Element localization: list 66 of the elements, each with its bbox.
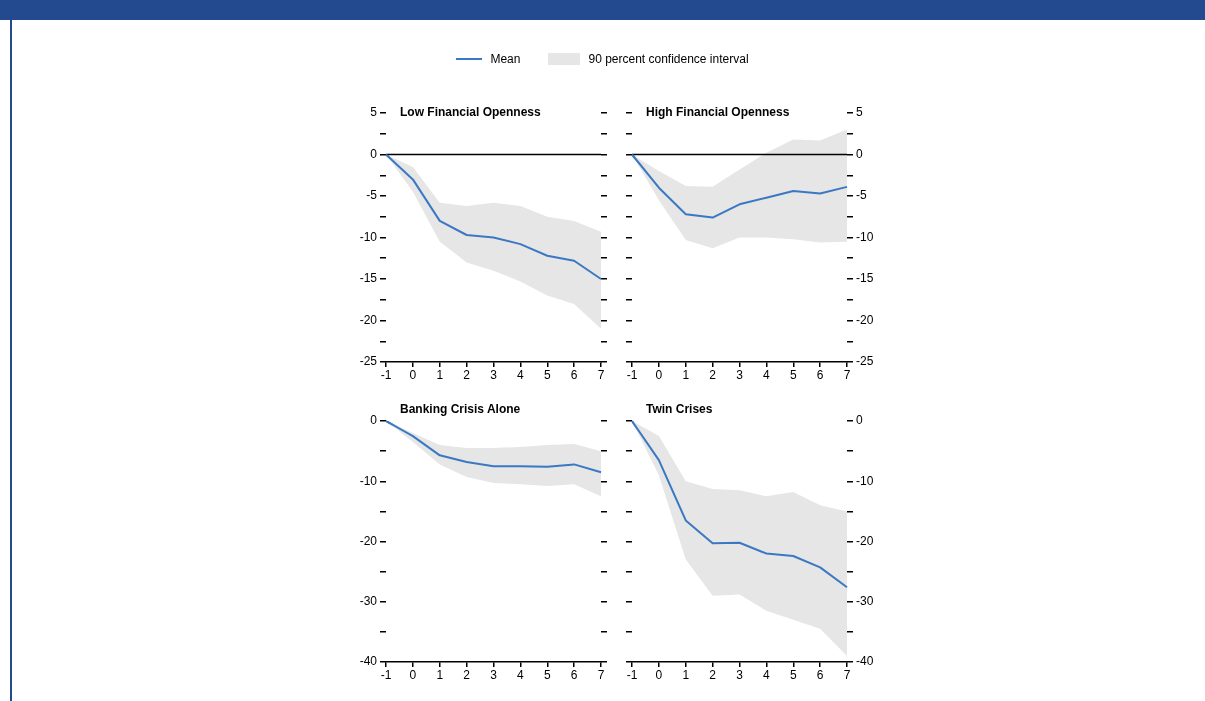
y-tick-label: -25 <box>359 354 378 369</box>
x-tick-label: -1 <box>380 667 392 682</box>
x-tick-label: 2 <box>709 367 717 382</box>
chart-title: High Financial Openness <box>646 105 790 120</box>
y-tick-label: -30 <box>856 594 874 609</box>
x-tick-label: 2 <box>709 667 717 682</box>
x-tick-label: 7 <box>843 367 851 382</box>
y-tick-label: -10 <box>359 229 378 244</box>
y-tick-label: 0 <box>370 413 378 428</box>
x-tick-label: 4 <box>517 667 525 682</box>
y-tick-label: 5 <box>370 105 378 120</box>
chart-title: Banking Crisis Alone <box>400 402 521 417</box>
x-tick-label: 5 <box>543 367 551 382</box>
chart-title: Twin Crises <box>646 402 713 417</box>
y-tick-label: 0 <box>856 146 863 161</box>
y-tick-label: -30 <box>359 594 378 609</box>
x-tick-label: 6 <box>570 667 578 682</box>
y-tick-label: -10 <box>856 229 874 244</box>
x-tick-label: 2 <box>463 367 471 382</box>
y-tick-label: 0 <box>856 413 863 428</box>
x-tick-label: 0 <box>409 367 417 382</box>
y-tick-label: -20 <box>856 533 874 548</box>
y-tick-label: -40 <box>359 654 378 669</box>
x-tick-label: -1 <box>626 667 638 682</box>
text: 90 percent confidence interval <box>588 52 749 66</box>
x-tick-label: 3 <box>490 367 498 382</box>
x-tick-label: 5 <box>789 367 797 382</box>
y-tick-label: 0 <box>370 146 378 161</box>
x-tick-label: 7 <box>597 667 605 682</box>
x-tick-label: 2 <box>463 667 471 682</box>
chart-title: Low Financial Openness <box>400 105 542 120</box>
x-tick-label: -1 <box>380 367 392 382</box>
y-tick-label: -20 <box>856 312 874 327</box>
x-tick-label: 1 <box>682 667 690 682</box>
x-tick-label: 6 <box>570 367 578 382</box>
x-tick-label: 0 <box>409 667 417 682</box>
y-tick-label: 5 <box>856 105 863 120</box>
x-tick-label: 1 <box>436 367 444 382</box>
x-tick-label: 6 <box>816 367 824 382</box>
x-tick-label: 5 <box>789 667 797 682</box>
legend-label: Mean <box>490 52 521 66</box>
y-tick-label: -15 <box>359 271 378 286</box>
x-tick-label: 7 <box>843 667 851 682</box>
y-tick-label: -20 <box>359 533 378 548</box>
x-tick-label: 7 <box>597 367 605 382</box>
x-tick-label: 3 <box>490 667 498 682</box>
y-tick-label: -5 <box>366 188 378 203</box>
x-tick-label: 5 <box>543 667 551 682</box>
y-tick-label: -10 <box>856 473 874 488</box>
x-tick-label: 4 <box>763 667 771 682</box>
x-tick-label: 0 <box>655 367 663 382</box>
x-tick-label: 4 <box>517 367 525 382</box>
y-tick-label: -5 <box>856 188 867 203</box>
y-tick-label: -40 <box>856 654 874 669</box>
y-tick-label: -25 <box>856 354 874 369</box>
x-tick-label: 1 <box>682 367 690 382</box>
y-tick-label: -20 <box>359 312 378 327</box>
x-tick-label: 3 <box>736 667 744 682</box>
y-tick-label: -10 <box>359 473 378 488</box>
x-tick-label: 0 <box>655 667 663 682</box>
x-tick-label: 1 <box>436 667 444 682</box>
y-tick-label: -15 <box>856 271 874 286</box>
x-tick-label: 4 <box>763 367 771 382</box>
x-tick-label: -1 <box>626 367 638 382</box>
x-tick-label: 6 <box>816 667 824 682</box>
x-tick-label: 3 <box>736 367 744 382</box>
